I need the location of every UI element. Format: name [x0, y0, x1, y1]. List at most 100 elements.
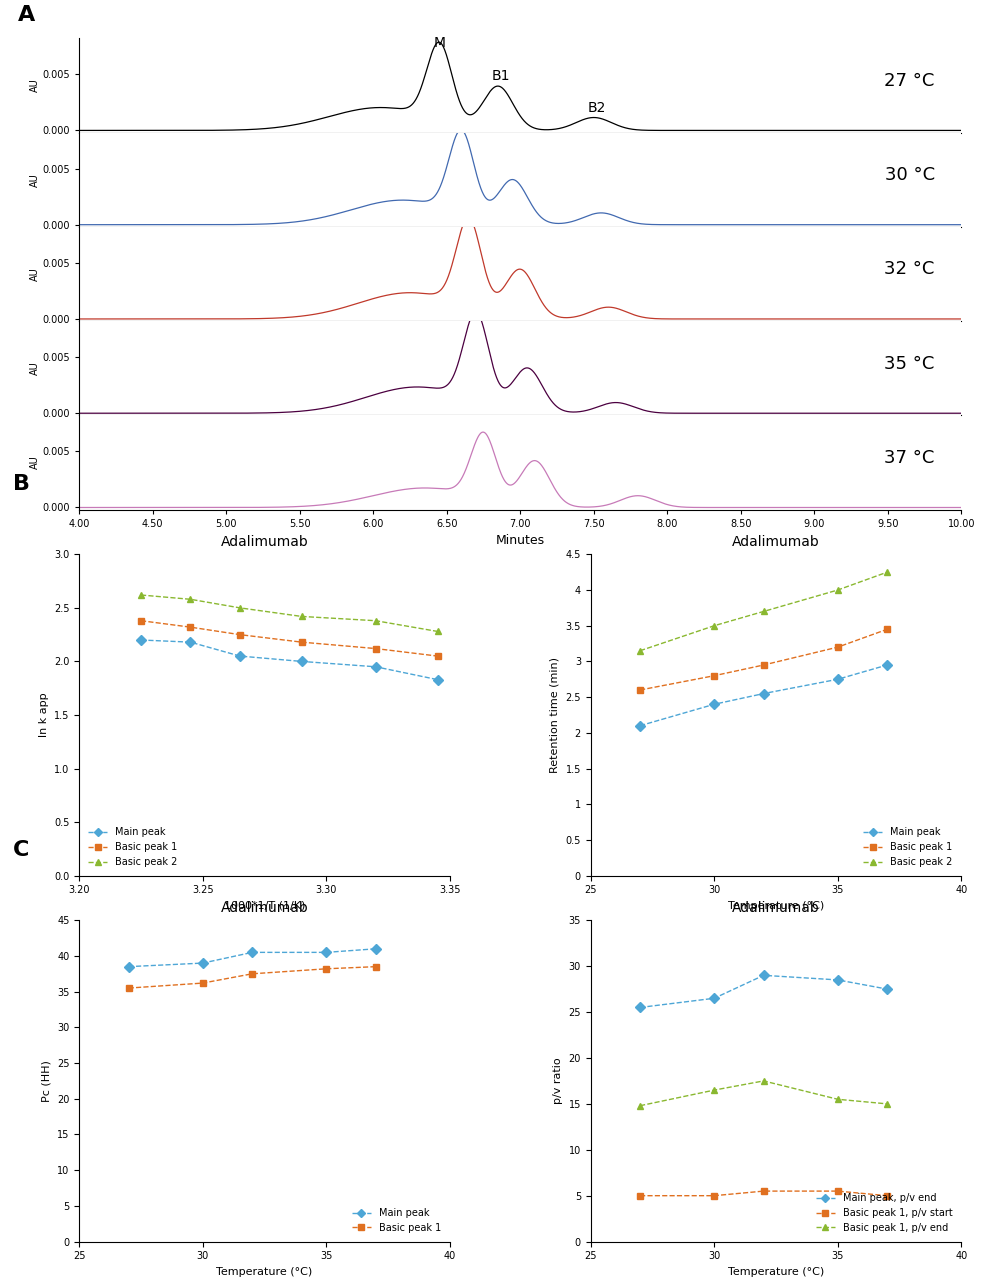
Y-axis label: p/v ratio: p/v ratio — [553, 1057, 563, 1105]
Y-axis label: ln k app: ln k app — [39, 692, 49, 737]
Line: Basic peak 1, p/v end: Basic peak 1, p/v end — [636, 1078, 891, 1110]
Basic peak 1 — [831, 640, 843, 655]
Basic peak 2 — [234, 600, 246, 616]
Y-axis label: AU: AU — [30, 268, 40, 280]
Basic peak 1, p/v end — [881, 1096, 893, 1111]
Text: 30 °C: 30 °C — [885, 166, 935, 184]
Basic peak 1 — [234, 627, 246, 643]
Main peak — [370, 659, 382, 675]
Basic peak 1 — [184, 620, 196, 635]
Basic peak 1, p/v start — [709, 1188, 720, 1203]
Line: Main peak, p/v end: Main peak, p/v end — [636, 972, 891, 1011]
Basic peak 2 — [881, 564, 893, 580]
Legend: Main peak, Basic peak 1: Main peak, Basic peak 1 — [348, 1204, 445, 1236]
Basic peak 1 — [123, 980, 135, 996]
Basic peak 1, p/v start — [758, 1184, 770, 1199]
Text: B1: B1 — [492, 69, 510, 83]
Main peak — [197, 955, 209, 970]
Basic peak 1 — [197, 975, 209, 991]
Basic peak 1, p/v end — [831, 1092, 843, 1107]
Line: Main peak: Main peak — [138, 636, 441, 684]
Basic peak 1 — [295, 635, 307, 650]
Y-axis label: AU: AU — [30, 173, 40, 187]
Title: Adalimumab: Adalimumab — [732, 535, 820, 549]
X-axis label: Temperature (°C): Temperature (°C) — [216, 1267, 313, 1277]
Basic peak 1 — [320, 961, 332, 977]
Basic peak 1 — [709, 668, 720, 684]
Basic peak 2 — [709, 618, 720, 634]
Main peak — [295, 654, 307, 669]
Main peak — [184, 635, 196, 650]
Title: Adalimumab: Adalimumab — [732, 901, 820, 915]
Main peak — [123, 959, 135, 974]
Legend: Main peak, Basic peak 1, Basic peak 2: Main peak, Basic peak 1, Basic peak 2 — [84, 823, 181, 870]
X-axis label: 1000*1/T (1/K): 1000*1/T (1/K) — [224, 901, 305, 911]
Title: Adalimumab: Adalimumab — [221, 901, 308, 915]
Basic peak 2 — [295, 609, 307, 625]
Line: Basic peak 1: Basic peak 1 — [125, 963, 380, 992]
X-axis label: Temperature (°C): Temperature (°C) — [727, 1267, 825, 1277]
Text: B: B — [13, 474, 30, 494]
Basic peak 1 — [247, 966, 259, 982]
Basic peak 2 — [431, 623, 443, 639]
Basic peak 2 — [370, 613, 382, 628]
Line: Basic peak 1: Basic peak 1 — [138, 617, 441, 659]
Y-axis label: AU: AU — [30, 456, 40, 470]
Main peak — [831, 672, 843, 687]
Line: Basic peak 2: Basic peak 2 — [138, 591, 441, 635]
Legend: Main peak, p/v end, Basic peak 1, p/v start, Basic peak 1, p/v end: Main peak, p/v end, Basic peak 1, p/v st… — [812, 1189, 956, 1236]
Text: 27 °C: 27 °C — [884, 72, 935, 90]
Basic peak 1, p/v end — [634, 1098, 646, 1114]
Basic peak 1, p/v start — [881, 1188, 893, 1203]
Line: Basic peak 1, p/v start: Basic peak 1, p/v start — [636, 1188, 891, 1199]
Basic peak 1 — [634, 682, 646, 698]
Main peak — [709, 696, 720, 712]
Line: Main peak: Main peak — [636, 662, 891, 730]
Main peak — [431, 672, 443, 687]
Basic peak 2 — [634, 643, 646, 658]
Main peak — [247, 945, 259, 960]
Basic peak 1, p/v end — [709, 1083, 720, 1098]
Text: C: C — [13, 840, 29, 860]
Text: A: A — [18, 5, 35, 26]
Text: 37 °C: 37 °C — [884, 449, 935, 467]
Basic peak 1 — [135, 613, 147, 628]
Main peak — [370, 941, 382, 956]
X-axis label: Minutes: Minutes — [496, 534, 545, 548]
Basic peak 1 — [370, 959, 382, 974]
Basic peak 2 — [831, 582, 843, 598]
Line: Basic peak 1: Basic peak 1 — [636, 626, 891, 694]
Y-axis label: Pc (HH): Pc (HH) — [42, 1060, 52, 1102]
Legend: Main peak, Basic peak 1, Basic peak 2: Main peak, Basic peak 1, Basic peak 2 — [859, 823, 956, 870]
Basic peak 2 — [135, 588, 147, 603]
Main peak — [758, 686, 770, 701]
Basic peak 2 — [184, 591, 196, 607]
Basic peak 1 — [431, 649, 443, 664]
X-axis label: Temperature (°C): Temperature (°C) — [727, 901, 825, 911]
Basic peak 2 — [758, 604, 770, 620]
Basic peak 1, p/v start — [634, 1188, 646, 1203]
Main peak, p/v end — [709, 991, 720, 1006]
Line: Basic peak 2: Basic peak 2 — [636, 568, 891, 654]
Y-axis label: Retention time (min): Retention time (min) — [550, 657, 560, 773]
Text: M: M — [433, 36, 445, 50]
Y-axis label: AU: AU — [30, 78, 40, 92]
Text: 35 °C: 35 °C — [884, 355, 935, 372]
Basic peak 1 — [881, 622, 893, 637]
Line: Main peak: Main peak — [125, 946, 380, 970]
Basic peak 1 — [370, 641, 382, 657]
Y-axis label: AU: AU — [30, 361, 40, 375]
Basic peak 1, p/v end — [758, 1073, 770, 1088]
Main peak — [234, 649, 246, 664]
Main peak — [634, 718, 646, 733]
Basic peak 1, p/v start — [831, 1184, 843, 1199]
Main peak, p/v end — [758, 968, 770, 983]
Text: 32 °C: 32 °C — [884, 260, 935, 278]
Main peak — [135, 632, 147, 648]
Main peak — [320, 945, 332, 960]
Main peak, p/v end — [881, 982, 893, 997]
Title: Adalimumab: Adalimumab — [221, 535, 308, 549]
Text: B2: B2 — [588, 101, 606, 115]
Main peak, p/v end — [634, 1000, 646, 1015]
Main peak, p/v end — [831, 973, 843, 988]
